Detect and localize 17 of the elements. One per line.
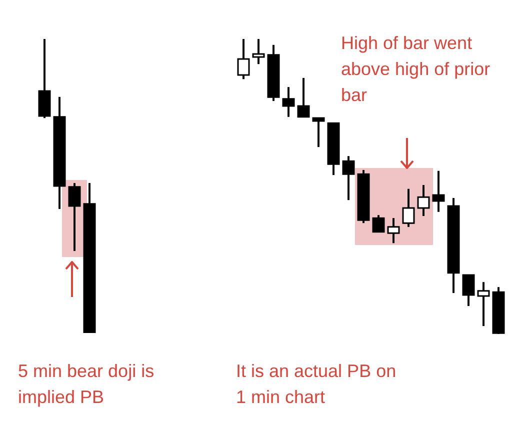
candlestick	[236, 39, 250, 80]
candlestick	[432, 170, 444, 213]
candlestick	[416, 184, 430, 217]
text: It is an actual PB on 1 min chart	[236, 360, 398, 409]
candlestick	[402, 188, 414, 228]
candlestick	[282, 86, 294, 118]
candlestick	[68, 182, 80, 252]
candlestick	[462, 274, 474, 307]
candlestick	[252, 39, 264, 66]
candlestick	[372, 214, 384, 233]
candlestick	[312, 117, 324, 148]
candlestick	[342, 155, 354, 202]
text: 5 min bear doji is implied PB	[18, 360, 156, 409]
candlestick	[296, 76, 310, 118]
candlestick	[386, 217, 400, 244]
candlestick	[476, 281, 490, 328]
annotation: High of bar went above high of prior bar	[341, 32, 492, 107]
